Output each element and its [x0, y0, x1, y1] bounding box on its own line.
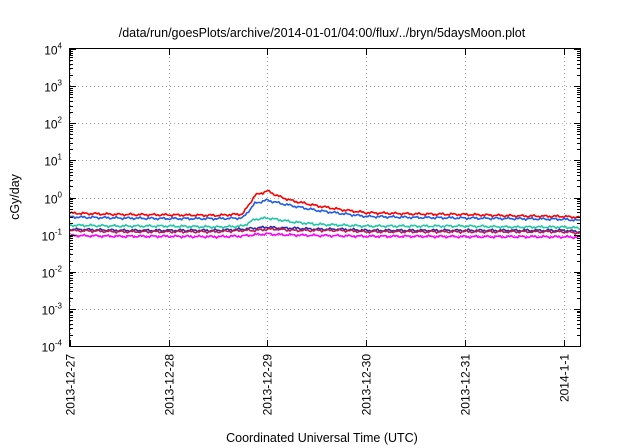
series-line — [69, 189, 581, 219]
y-tick-label: 10-3 — [42, 302, 63, 318]
series-line — [69, 232, 581, 240]
x-tick-label: 2014-1-1 — [558, 354, 572, 402]
series-line — [69, 198, 581, 222]
y-tick-label: 10-4 — [42, 339, 63, 355]
axis-layer: 10-4 10-3 10-2 10-1 100 101 102 103 104 2013-12-2… — [42, 42, 580, 416]
series-line — [70, 227, 581, 235]
x-tick-label: 2013-12-31 — [459, 354, 473, 416]
y-tick-label: 10-2 — [42, 265, 63, 281]
x-axis-label: Coordinated Universal Time (UTC) — [226, 431, 418, 445]
series-line — [69, 216, 581, 230]
x-tick-label: 2013-12-29 — [261, 354, 275, 416]
y-tick-label: 102 — [44, 116, 62, 132]
x-tick-label: 2013-12-30 — [360, 354, 374, 416]
y-tick-label: 100 — [44, 191, 62, 207]
y-axis-label: cGy/day — [8, 173, 22, 220]
y-tick-label: 101 — [44, 153, 62, 169]
chart-title: /data/run/goesPlots/archive/2014-01-01/0… — [119, 26, 526, 40]
y-tick-label: 10-1 — [42, 228, 63, 244]
y-tick-label: 104 — [44, 42, 62, 58]
series-layer — [69, 189, 581, 240]
x-tick-label: 2013-12-27 — [64, 354, 78, 416]
plot-frame — [69, 48, 581, 347]
x-tick-label: 2013-12-28 — [163, 354, 177, 416]
y-tick-label: 103 — [44, 79, 62, 95]
